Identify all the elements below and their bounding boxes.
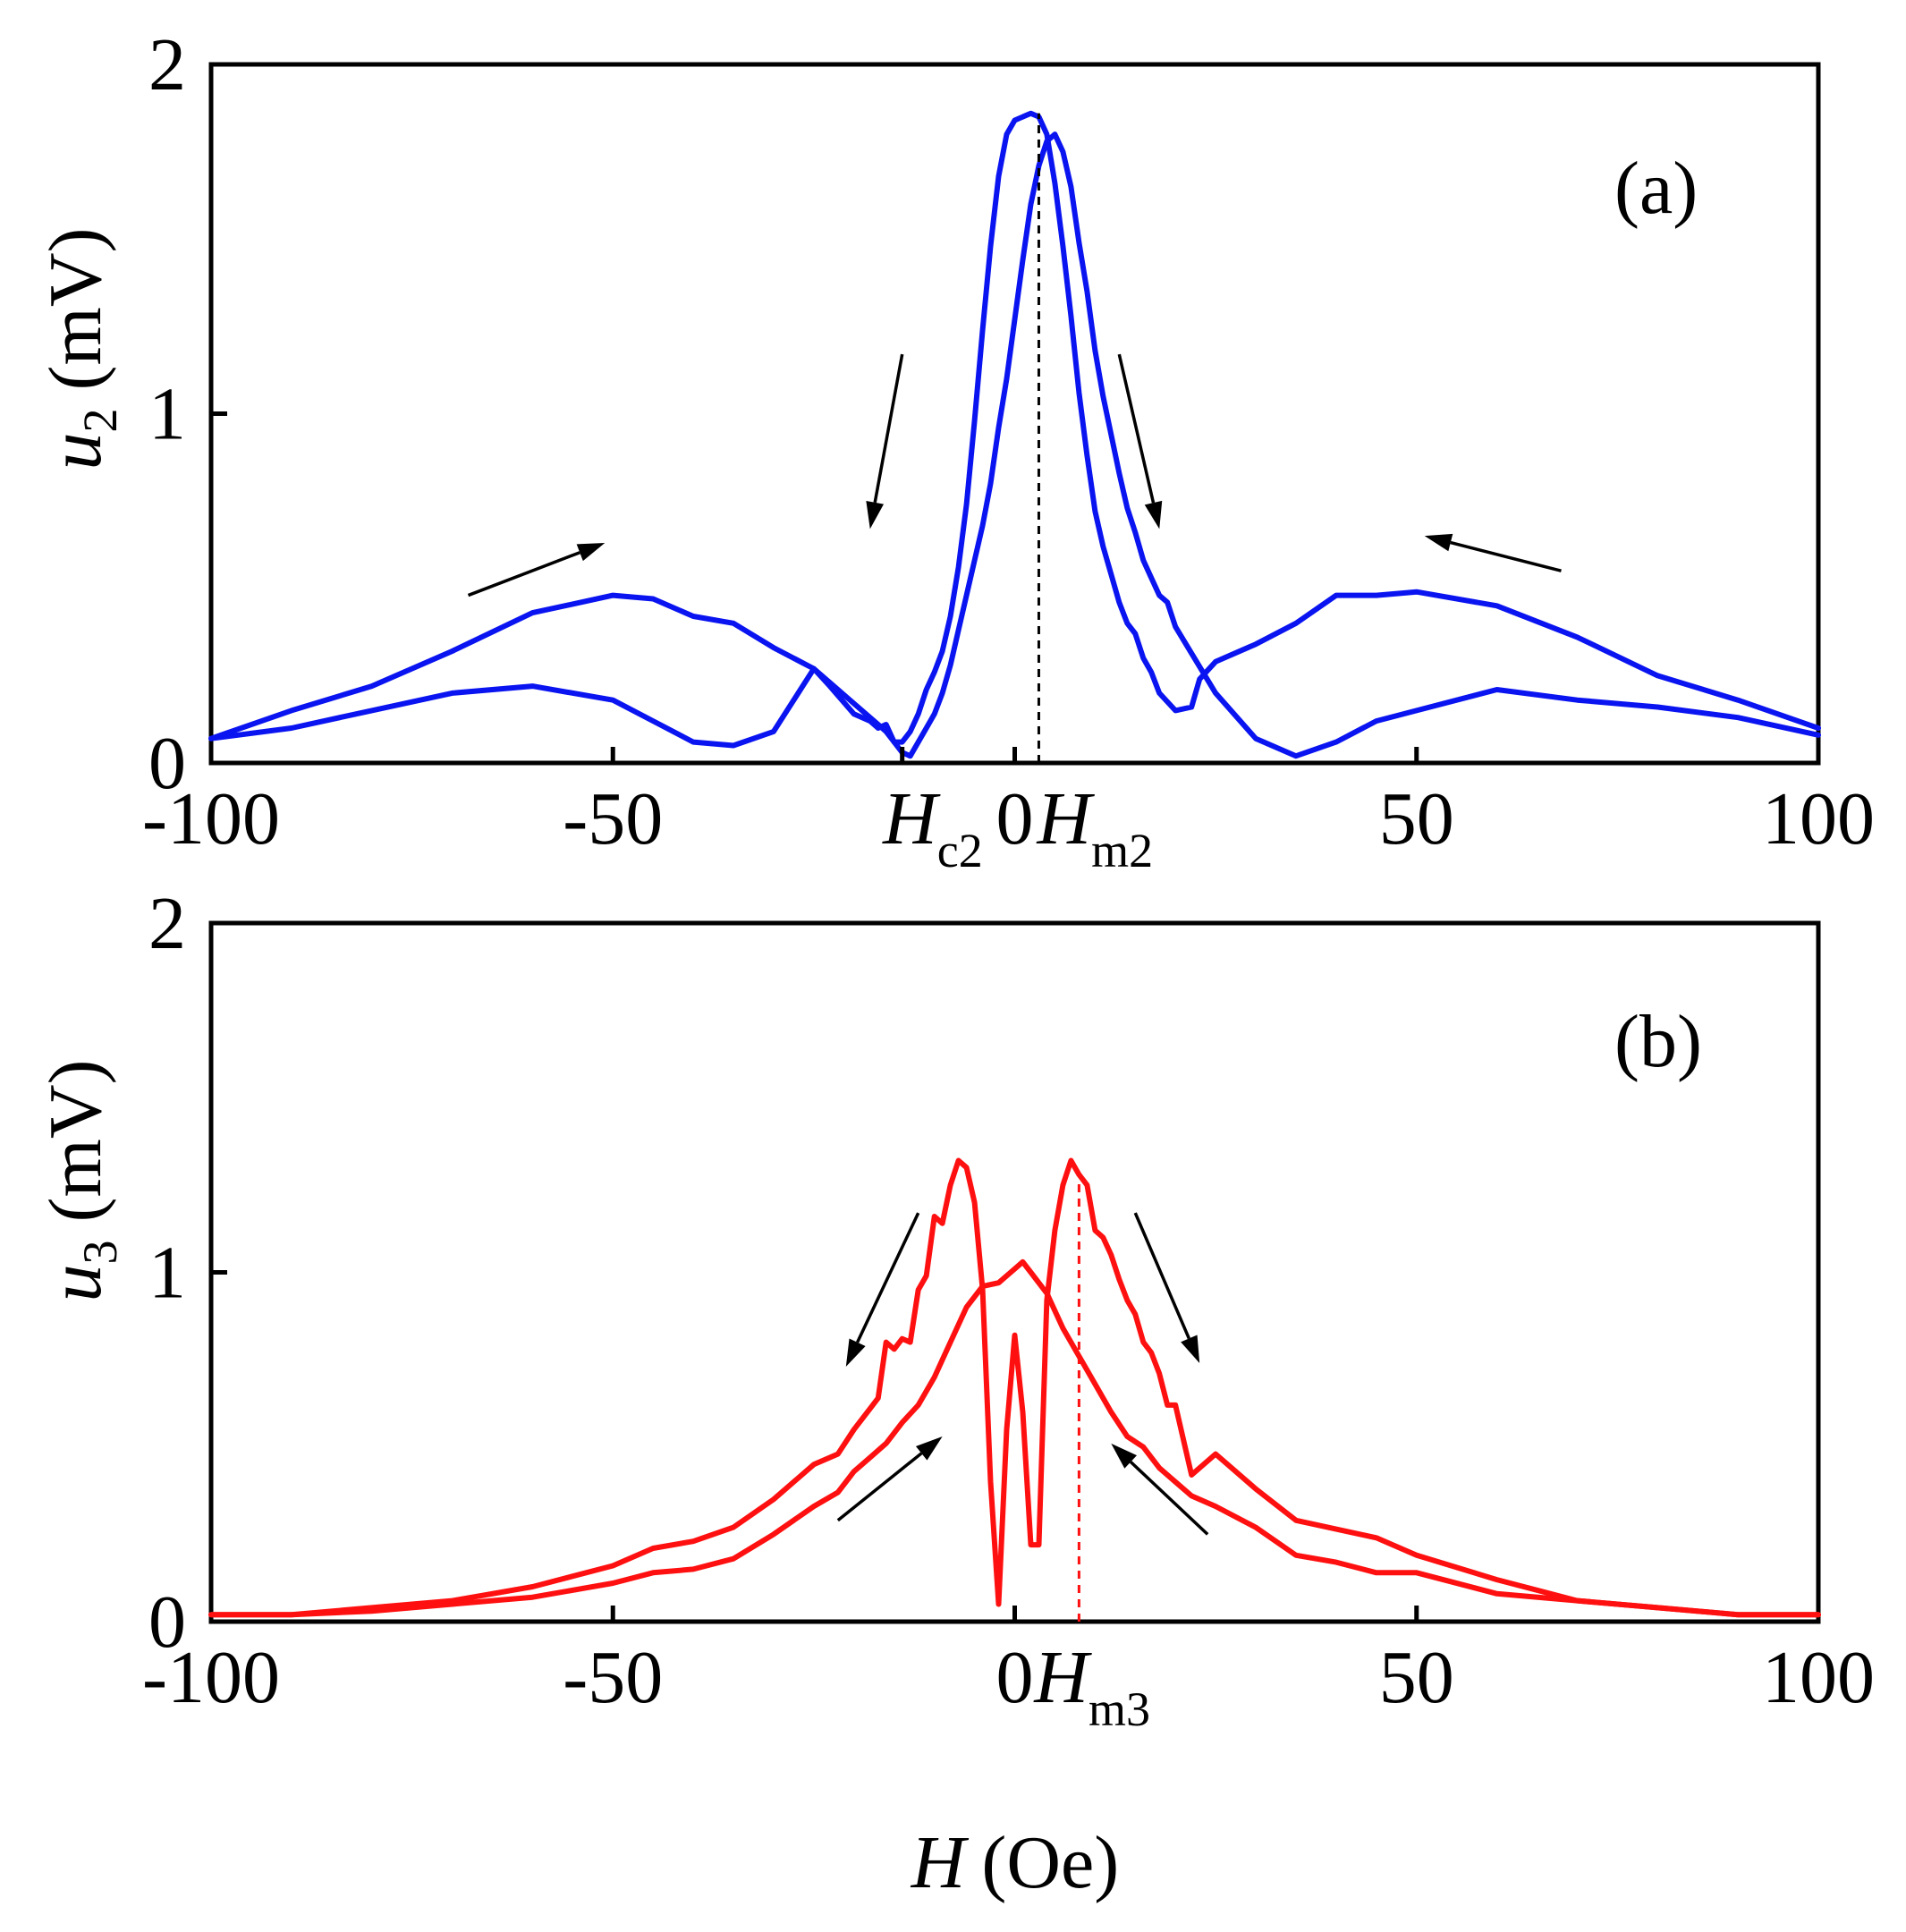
panel-a-arrow-head-0 bbox=[576, 542, 606, 562]
panel-a-ylabel-sub: 2 bbox=[73, 408, 127, 432]
panel-a-x-tick-label-2: 0 bbox=[996, 777, 1034, 860]
panel-b-series bbox=[208, 1157, 1821, 1618]
panel-b-arrow-head-3 bbox=[1111, 1443, 1138, 1469]
panel-a-x-tick-label-0: -100 bbox=[142, 777, 280, 860]
panel-b-x-tick-label-2: 0 bbox=[996, 1636, 1034, 1719]
panel-a-frame bbox=[208, 62, 1821, 766]
panel-b-marker-label-var-0: H bbox=[1033, 1636, 1092, 1719]
panel-b-series-0 bbox=[208, 1157, 1821, 1618]
panel-b-y-tick-label-2: 2 bbox=[148, 882, 186, 965]
panel-a-x-tick-label-1: -50 bbox=[563, 777, 663, 860]
panel-a-marker-label-var-1: H bbox=[1036, 777, 1095, 860]
panel-b-ylabel-var: u bbox=[34, 1264, 117, 1301]
panel-b-tick-labels: -100 -50 0 50 100 0 1 2 bbox=[142, 882, 1875, 1719]
panel-b-ylabel-unit: (mV) bbox=[34, 1060, 117, 1223]
panel-a-series-1 bbox=[208, 131, 1821, 759]
panel-b-x-tick-label-4: 100 bbox=[1762, 1636, 1875, 1719]
x-axis-title-var: H bbox=[911, 1821, 970, 1904]
panel-a-ticks bbox=[208, 62, 1821, 766]
panel-b-arrow-head-0 bbox=[845, 1338, 866, 1367]
panel-b-marker-label-sub-0: m3 bbox=[1089, 1682, 1150, 1736]
panel-a-y-tick-label-0: 0 bbox=[148, 722, 186, 805]
x-axis-title: H (Oe) bbox=[911, 1821, 1120, 1904]
svg-text:u3(mV): u3 (mV) bbox=[34, 1060, 127, 1302]
panel-a-arrow-head-2 bbox=[1144, 500, 1163, 530]
panel-a-markers: Hc2 Hm2 bbox=[882, 113, 1153, 877]
panel-a-label: (a) bbox=[1614, 147, 1698, 230]
panel-a-marker-label-sub-1: m2 bbox=[1091, 824, 1153, 877]
panel-a-arrow-head-1 bbox=[866, 501, 885, 530]
panel-a-arrow-head-3 bbox=[1424, 533, 1453, 552]
panel-b-x-tick-label-3: 50 bbox=[1379, 1636, 1454, 1719]
panel-a-arrow-3 bbox=[1450, 540, 1562, 572]
panel-b-arrow-1 bbox=[1133, 1212, 1190, 1340]
panel-a-arrow-2 bbox=[1117, 353, 1156, 504]
panel-b-x-tick-label-0: -100 bbox=[142, 1636, 280, 1719]
panel-a-marker-label-1: Hm2 bbox=[1036, 777, 1153, 877]
panel-a-marker-label-sub-0: c2 bbox=[937, 824, 983, 877]
panel-a-arrows bbox=[467, 353, 1562, 597]
panel-a-series-0 bbox=[208, 110, 1821, 745]
panel-b-y-tick-label-0: 0 bbox=[148, 1580, 186, 1664]
panel-b-markers: Hm3 bbox=[1033, 1178, 1150, 1736]
panel-b-x-tick-label-1: -50 bbox=[563, 1636, 663, 1719]
panel-b-arrow-head-1 bbox=[1181, 1335, 1200, 1364]
panel-b-series-1 bbox=[208, 1258, 1821, 1618]
svg-text:u2(mV): u2 (mV) bbox=[34, 228, 127, 470]
panel-b-ylabel-sub: 3 bbox=[73, 1240, 127, 1264]
panel-a-y-tick-label-1: 1 bbox=[148, 373, 186, 456]
panel-a-x-tick-label-4: 100 bbox=[1762, 777, 1875, 860]
panel-a-marker-label-0: Hc2 bbox=[882, 777, 983, 877]
panel-a-tick-labels: -100 -50 0 50 100 0 1 2 bbox=[142, 23, 1875, 860]
panel-b-arrow-0 bbox=[856, 1212, 920, 1343]
panel-b-arrows bbox=[836, 1212, 1209, 1536]
panel-b-arrow-3 bbox=[1129, 1461, 1209, 1536]
panel-a-ylabel-var: u bbox=[34, 432, 117, 470]
panel-a-y-tick-label-2: 2 bbox=[148, 23, 186, 106]
x-axis-title-unit: (Oe) bbox=[981, 1821, 1119, 1904]
panel-b-label: (b) bbox=[1614, 1000, 1702, 1083]
panel-b-arrow-head-2 bbox=[915, 1436, 943, 1461]
panel-a-ylabel-unit: (mV) bbox=[34, 228, 117, 391]
panel-a-arrow-1 bbox=[873, 353, 904, 504]
panel-b-y-axis-title: u3 (mV) bbox=[34, 1060, 127, 1302]
panel-a-x-tick-label-3: 50 bbox=[1379, 777, 1454, 860]
panel-a-marker-label-var-0: H bbox=[882, 777, 941, 860]
panel-a-arrow-0 bbox=[467, 551, 580, 597]
panel-b-y-tick-label-1: 1 bbox=[148, 1232, 186, 1315]
panel-a-series bbox=[208, 110, 1821, 759]
panel-a-y-axis-title: u2 (mV) bbox=[34, 228, 127, 470]
panel-b-marker-label-0: Hm3 bbox=[1033, 1636, 1150, 1736]
panel-b-arrow-2 bbox=[836, 1452, 923, 1522]
